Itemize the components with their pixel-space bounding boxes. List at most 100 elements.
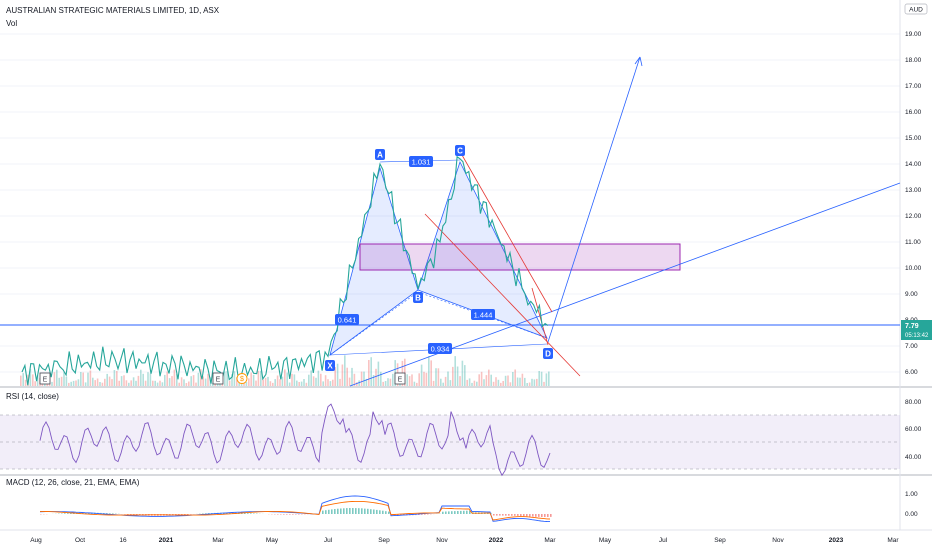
svg-text:E: E: [43, 377, 48, 384]
macd-histogram-bar: [340, 508, 342, 514]
channel-lower-line[interactable]: [424, 213, 581, 377]
volume-bar: [281, 376, 284, 386]
time-axis[interactable]: Aug Oct 16 2021 Mar May Jul Sep Nov 2022 Mar May Jul…: [30, 537, 899, 544]
volume-bar: [159, 380, 161, 386]
last-price-badge: [901, 320, 932, 340]
macd-histogram-bar: [208, 513, 210, 514]
volume-bar: [255, 380, 257, 386]
macd-histogram-bar: [244, 513, 246, 514]
price-axis[interactable]: 19.00 18.00 17.00 16.00 15.00 14.00 13.0…: [905, 31, 922, 376]
volume-bar: [336, 363, 339, 386]
channel-upper-line[interactable]: [461, 154, 553, 313]
volume-bar: [346, 367, 348, 386]
time-tick: May: [266, 537, 279, 544]
volume-bar: [262, 379, 264, 386]
volume-bar: [476, 381, 478, 386]
volume-bar: [51, 381, 53, 386]
volume-bar: [440, 378, 442, 386]
volume-bar: [245, 382, 248, 386]
volume-bar: [461, 360, 464, 386]
macd-axis[interactable]: 1.00 0.00: [905, 491, 918, 518]
volume-bar: [257, 370, 260, 386]
volume-bar: [279, 379, 281, 386]
volume-bar: [288, 382, 291, 386]
ratio-label-bd: [471, 309, 495, 320]
macd-histogram-bar: [352, 508, 354, 514]
macd-histogram-bar: [295, 514, 297, 515]
macd-histogram-bar: [184, 514, 186, 515]
volume-bar: [411, 374, 413, 386]
price-tick: 15.00: [905, 135, 922, 142]
volume-bar: [180, 377, 183, 386]
volume-bar: [413, 381, 416, 386]
currency-badge[interactable]: [904, 3, 928, 15]
volume-bar: [269, 381, 272, 386]
volume-bar: [447, 371, 449, 386]
macd-histogram-bar: [181, 514, 183, 515]
price-tick: 17.00: [905, 83, 922, 90]
volume-bar: [425, 372, 428, 386]
volume-bar: [358, 380, 360, 386]
time-tick: Sep: [714, 537, 726, 544]
rsi-tick: 80.00: [905, 399, 922, 406]
volume-bar: [545, 373, 548, 386]
rsi-tick: 40.00: [905, 454, 922, 461]
volume-bar: [116, 371, 118, 386]
rsi-tick: 60.00: [905, 426, 922, 433]
macd-histogram-bar: [535, 514, 537, 517]
volume-bar: [452, 366, 454, 386]
supply-zone[interactable]: [359, 243, 681, 271]
time-tick: Mar: [544, 537, 556, 544]
volume-bar: [65, 376, 68, 386]
point-label-a: [375, 149, 385, 160]
macd-histogram-bar: [286, 514, 288, 515]
svg-text:E: E: [398, 377, 403, 384]
volume-bar: [291, 373, 293, 386]
volume-bar: [20, 375, 22, 386]
volume-bar: [536, 378, 538, 386]
rsi-title: RSI (14, close): [6, 392, 59, 401]
macd-histogram-bar: [463, 510, 465, 514]
macd-signal-line: [40, 500, 551, 521]
time-tick: Nov: [772, 537, 784, 544]
volume-bar: [382, 381, 384, 386]
macd-histogram-bar: [400, 514, 402, 516]
volume-bar: [356, 382, 358, 386]
volume-bar: [500, 382, 502, 386]
volume-bar: [490, 374, 492, 386]
volume-bar: [53, 372, 56, 386]
earnings-marker: [394, 372, 406, 385]
event-markers[interactable]: E E E $: [39, 372, 406, 385]
volume-bar: [108, 376, 111, 386]
wedge-line[interactable]: [531, 287, 549, 346]
target-projection-line[interactable]: [547, 56, 641, 343]
macd-histogram-bar: [358, 508, 360, 514]
svg-text:D: D: [545, 350, 551, 359]
last-price-value: 7.79: [905, 323, 919, 330]
volume-bar: [303, 379, 305, 386]
macd-histogram-bar: [292, 514, 294, 515]
time-tick: Mar: [212, 537, 224, 544]
volume-bar: [80, 372, 82, 386]
rsi-axis[interactable]: 80.00 60.00 40.00: [905, 399, 922, 461]
point-label-x: [325, 360, 335, 371]
volume-bar: [284, 369, 286, 386]
volume-bar: [183, 379, 185, 386]
macd-histogram-bar: [109, 513, 111, 514]
volume-bar: [252, 374, 255, 386]
time-tick: 2021: [159, 537, 174, 544]
volume-bar: [142, 373, 144, 386]
macd-histogram-bar: [187, 514, 189, 515]
volume-bar: [300, 381, 303, 386]
harmonic-pattern[interactable]: [329, 159, 548, 357]
volume-bar: [58, 377, 60, 386]
pattern-point-labels: X A B C D: [325, 145, 553, 371]
time-tick: Jul: [324, 537, 333, 544]
macd-histogram-bar: [112, 513, 114, 514]
volume-label: Vol: [6, 19, 18, 28]
volume-bar: [368, 360, 370, 386]
volume-bar: [200, 369, 202, 386]
target-arrowhead: [634, 56, 643, 67]
time-tick: 16: [119, 537, 127, 544]
